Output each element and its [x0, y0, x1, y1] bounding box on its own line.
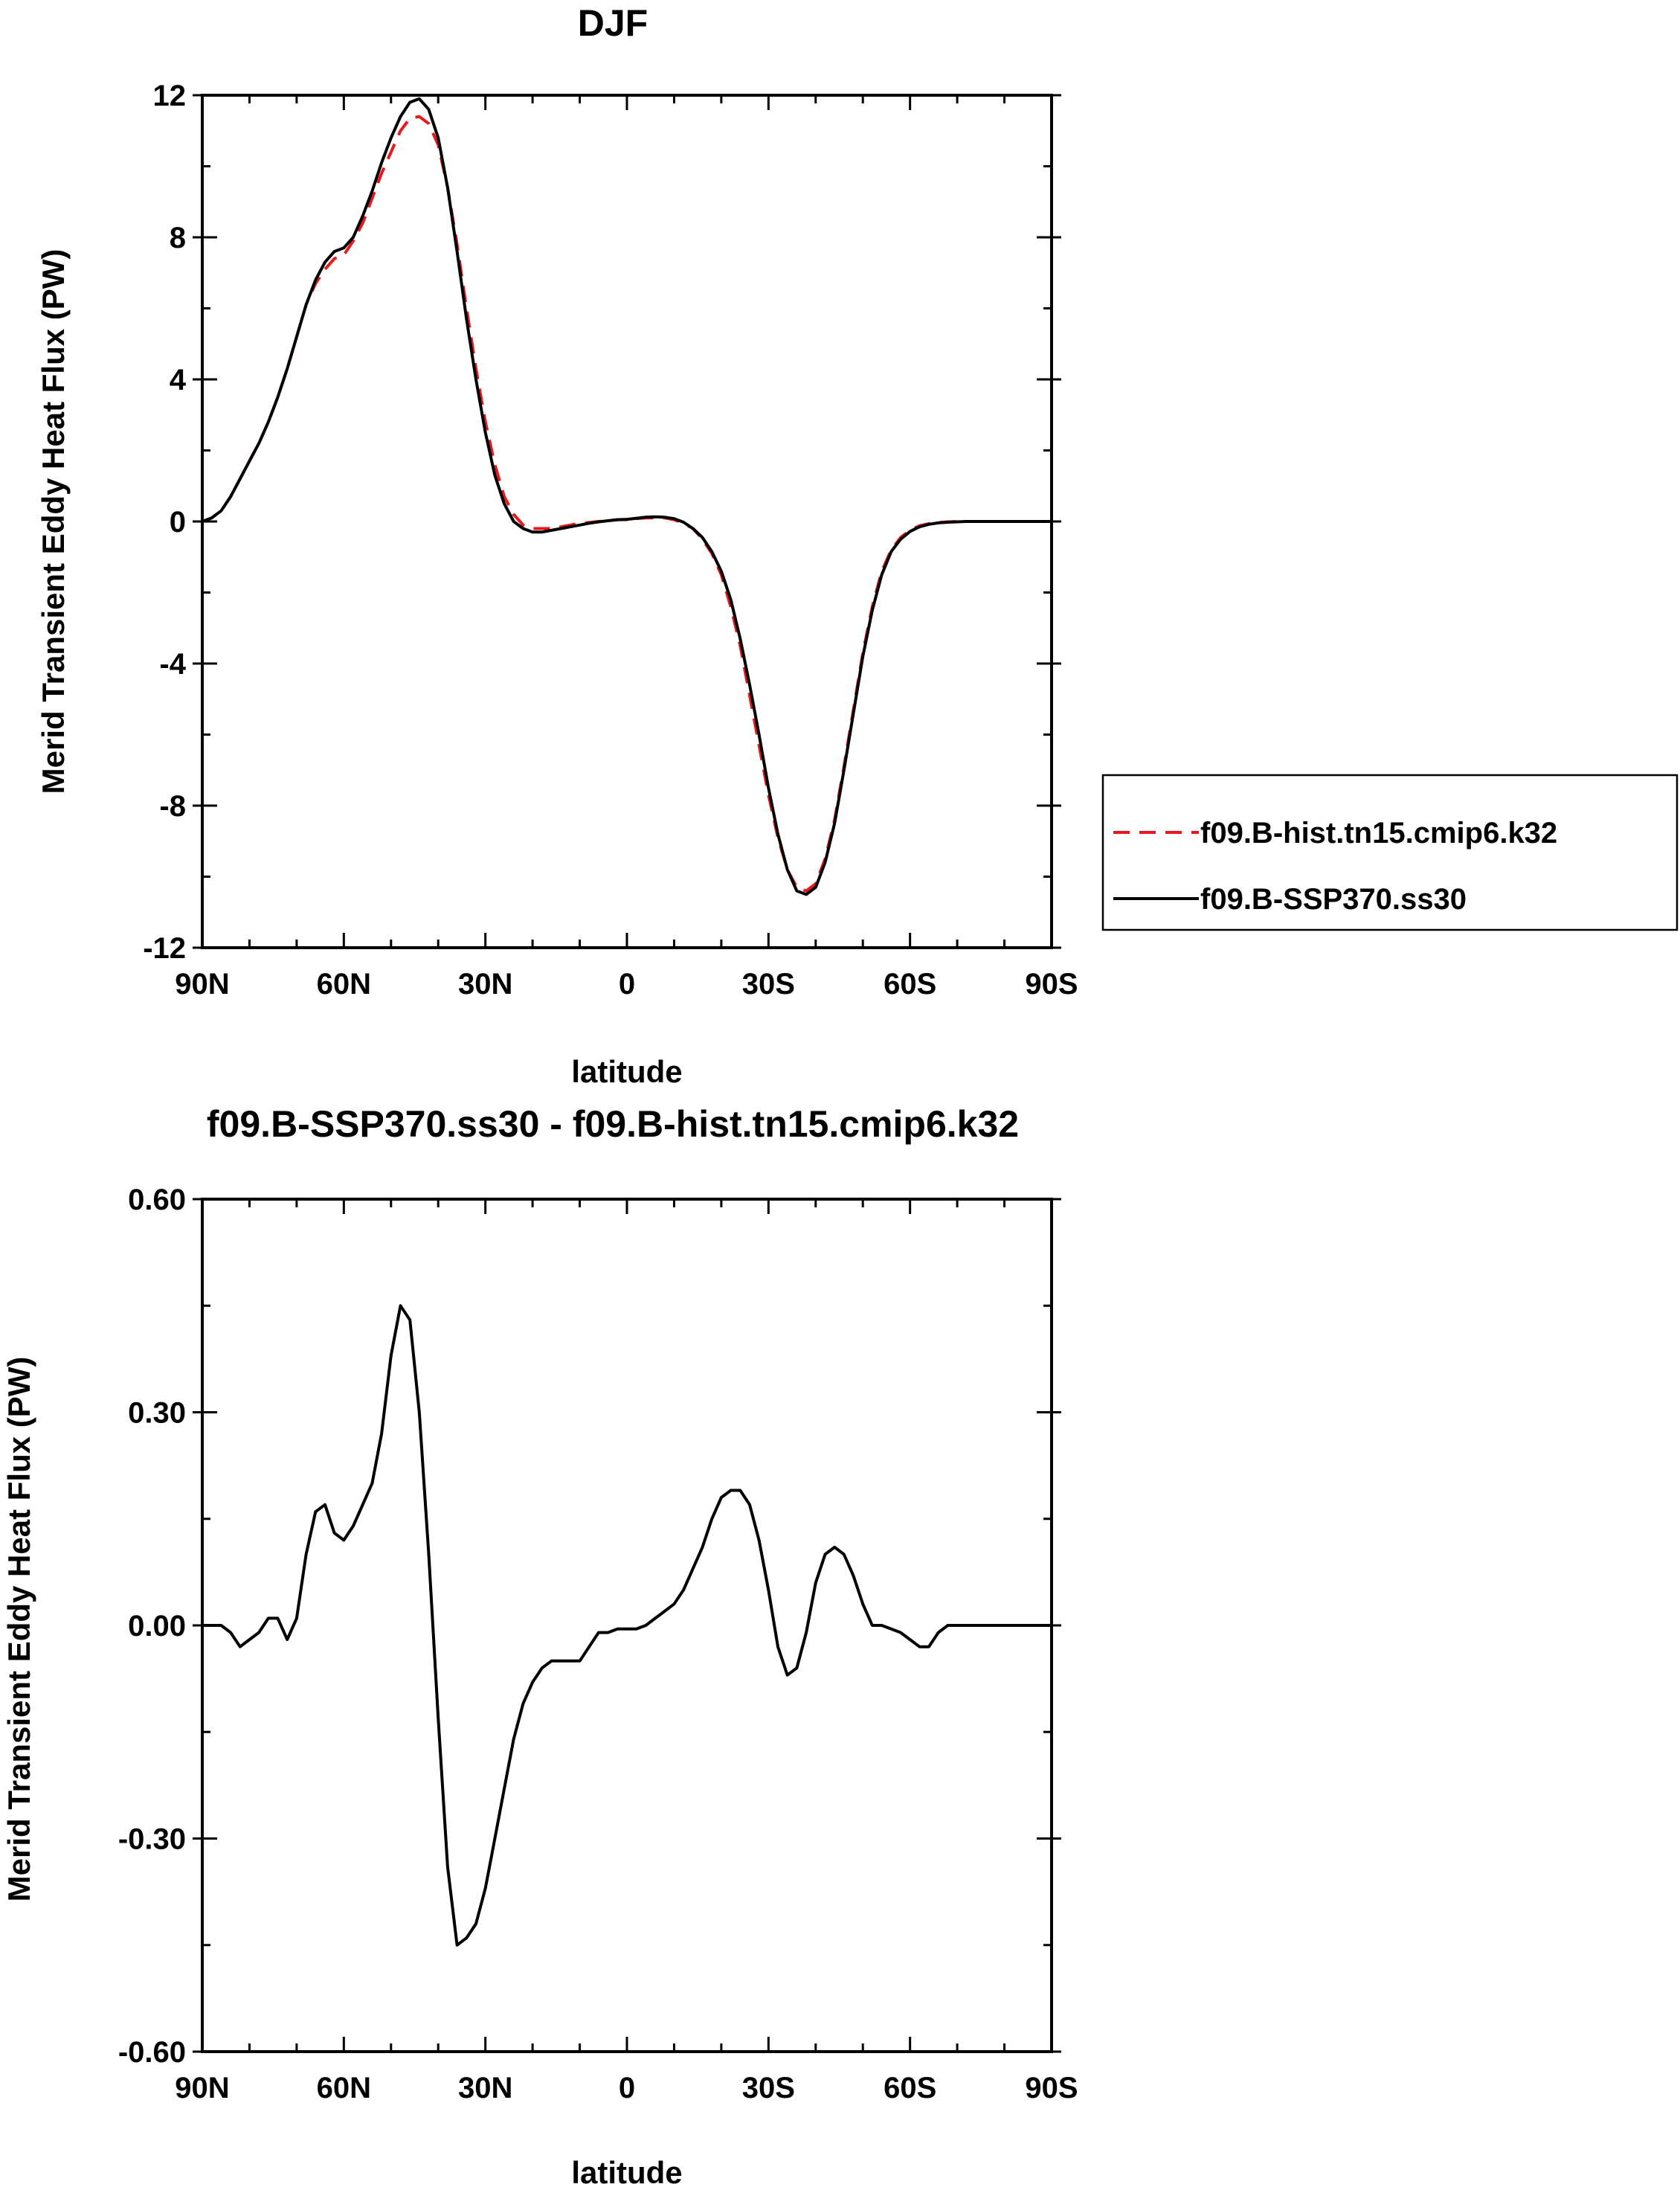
y-tick-label: -12	[143, 932, 186, 965]
y-tick-label: 8	[170, 222, 186, 254]
top-ticks	[193, 94, 1061, 949]
series-line-f09-b-ssp370-ss30	[202, 97, 1052, 896]
top-legend: f09.B-hist.tn15.cmip6.k32 f09.B-SSP370.s…	[1101, 774, 1679, 931]
top-plot-frame	[201, 94, 1053, 949]
x-tick-label: 90S	[1025, 2072, 1078, 2104]
y-tick-label: 0.00	[128, 1610, 186, 1642]
y-tick-label: 0	[170, 506, 186, 539]
y-tick-label: -0.60	[118, 2036, 186, 2069]
series-line-difference-0	[202, 1304, 1052, 1947]
x-tick-label: 60S	[884, 2072, 936, 2104]
top-x-axis-label: latitude	[571, 1054, 682, 1089]
x-tick-label: 30N	[458, 968, 512, 1001]
top-series-lines	[202, 97, 1052, 896]
x-tick-label: 60N	[317, 968, 371, 1001]
legend-label-ssp: f09.B-SSP370.ss30	[1200, 883, 1467, 916]
bottom-y-axis-label: Merid Transient Eddy Heat Flux (PW)	[1, 1357, 36, 1902]
legend-label-hist: f09.B-hist.tn15.cmip6.k32	[1200, 817, 1557, 850]
x-tick-label: 30S	[742, 2072, 795, 2104]
bottom-y-tick-labels: 0.60 0.30 0.00 -0.30 -0.60	[118, 1184, 186, 2069]
chart-top-title: DJF	[578, 2, 648, 44]
y-tick-label: -4	[159, 648, 186, 681]
bottom-plot-frame	[201, 1198, 1053, 2053]
bottom-x-tick-labels: 90N 60N 30N 0 30S 60S 90S	[175, 2072, 1078, 2104]
bottom-x-axis-label: latitude	[571, 2155, 682, 2190]
chart-bottom-title: f09.B-SSP370.ss30 - f09.B-hist.tn15.cmip…	[207, 1103, 1019, 1145]
x-tick-label: 0	[619, 968, 635, 1001]
bottom-plot-area	[193, 1198, 1061, 2053]
x-tick-label: 30S	[742, 968, 795, 1001]
y-tick-label: 4	[170, 364, 187, 396]
y-tick-label: -0.30	[118, 1823, 186, 1856]
y-tick-label: 0.30	[128, 1397, 186, 1430]
x-tick-label: 60N	[317, 2072, 371, 2104]
x-tick-label: 60S	[884, 968, 936, 1001]
x-tick-label: 90N	[175, 2072, 229, 2104]
x-tick-label: 90N	[175, 968, 229, 1001]
top-y-axis-label: Merid Transient Eddy Heat Flux (PW)	[36, 249, 71, 794]
top-y-tick-labels: 12 8 4 0 -4 -8 -12	[143, 80, 187, 965]
legend-box	[1101, 774, 1679, 931]
top-plot-area	[193, 94, 1061, 949]
bottom-series-lines	[202, 1304, 1052, 1947]
chart-top: DJF 90N 60N 30N 0 30S 60S 90S 12 8 4 0 -4 -8 -12 lat…	[36, 2, 1679, 1089]
y-tick-label: -8	[159, 790, 186, 823]
x-tick-label: 90S	[1025, 968, 1078, 1001]
top-x-tick-labels: 90N 60N 30N 0 30S 60S 90S	[175, 968, 1078, 1001]
y-tick-label: 0.60	[128, 1184, 186, 1216]
series-line-f09-b-hist-tn15-cmip6-k32	[202, 115, 1052, 893]
chart-bottom: f09.B-SSP370.ss30 - f09.B-hist.tn15.cmip…	[1, 1103, 1078, 2190]
bottom-ticks	[193, 1198, 1061, 2053]
x-tick-label: 0	[619, 2072, 635, 2104]
x-tick-label: 30N	[458, 2072, 512, 2104]
y-tick-label: 12	[153, 80, 187, 112]
